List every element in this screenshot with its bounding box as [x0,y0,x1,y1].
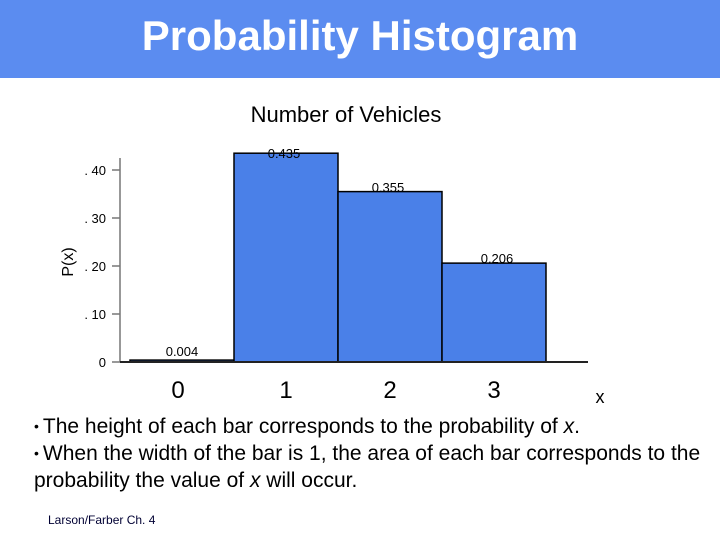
x-axis-title: x [596,387,605,407]
x-tick-label: 0 [171,377,184,404]
y-tick-label: . 20 [84,259,106,274]
y-tick-label: . 30 [84,211,106,226]
y-tick-label: . 40 [84,163,106,178]
data-label-3: 0.206 [481,251,514,266]
bullet-2-text: When the width of the bar is 1, the area… [34,442,701,492]
y-axis-title: P(x) [60,247,77,276]
bullet-1-text: The height of each bar corresponds to th… [42,415,564,438]
bullet-item-1: • The height of each bar corresponds to t… [34,413,704,440]
bar-3 [441,262,547,363]
data-label-1: 0.435 [268,146,301,161]
y-tick-label: 0 [99,355,106,370]
bullet-1-var: x [563,415,575,438]
bullet-list: • The height of each bar corresponds to t… [34,413,704,494]
bullet-icon: • [34,445,39,461]
bullet-2-end: will occur. [260,469,358,492]
bar-1 [233,152,339,363]
bar-2 [337,190,443,363]
y-tick-label: . 10 [84,307,106,322]
x-tick-label: 1 [279,377,292,404]
x-tick-label: 2 [383,377,396,404]
data-label-0: 0.004 [166,344,199,359]
bullet-1-end: . [574,415,580,438]
bullet-item-2: • When the width of the bar is 1, the are… [34,440,704,494]
bullet-2-var: x [249,469,261,492]
title-bar [0,0,720,78]
data-label-2: 0.355 [372,180,405,195]
chart-title: Number of Vehicles [250,102,442,127]
slide-title: Probability Histogram [141,12,579,59]
footer-credit: Larson/Farber Ch. 4 [48,513,156,527]
x-tick-label: 3 [487,377,500,404]
bullet-icon: • [34,418,39,434]
